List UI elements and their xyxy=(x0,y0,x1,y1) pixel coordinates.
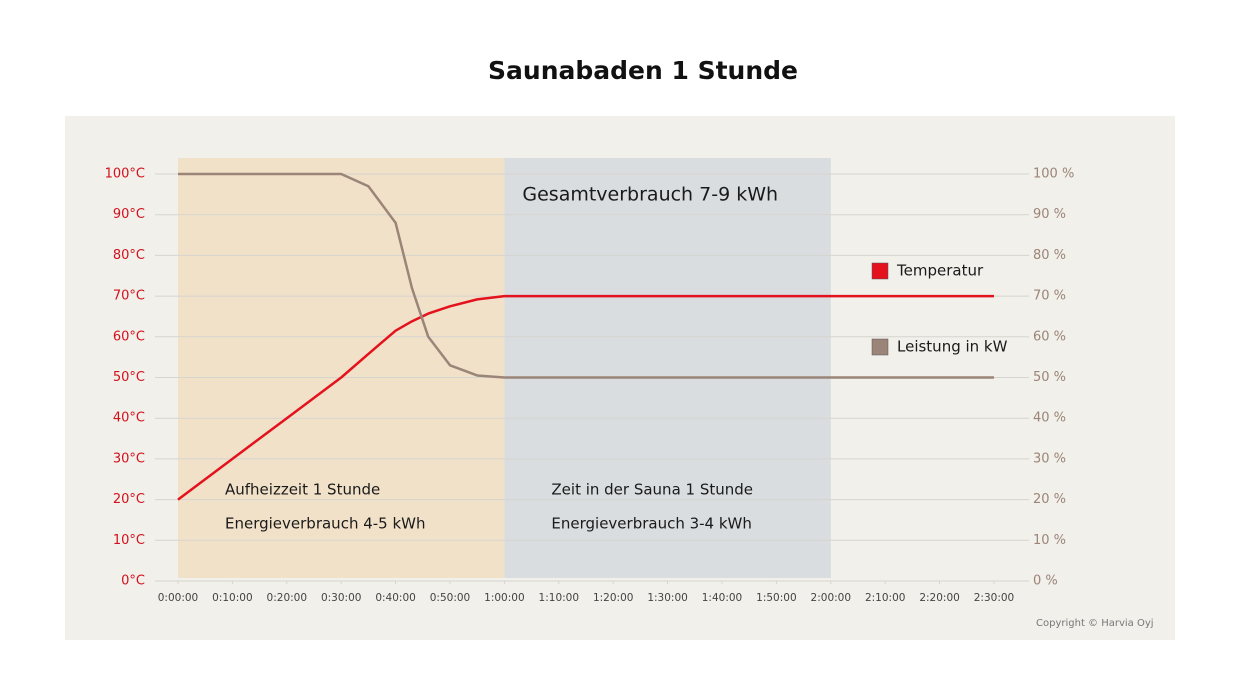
region-label: Aufheizzeit 1 Stunde xyxy=(225,481,380,499)
y2-tick-label: 30 % xyxy=(1033,451,1066,466)
y2-tick-label: 60 % xyxy=(1033,329,1066,344)
y-tick-label: 10°C xyxy=(113,533,145,548)
y-tick-label: 90°C xyxy=(113,207,145,222)
regions: Aufheizzeit 1 Stunde Energieverbrauch 4-5… xyxy=(178,158,831,578)
legend-swatch xyxy=(871,262,889,280)
y-tick-label: 30°C xyxy=(113,451,145,466)
copyright: Copyright © Harvia Oyj xyxy=(1036,618,1154,629)
y2-tick-label: 10 % xyxy=(1033,533,1066,548)
x-tick-label: 1:30:00 xyxy=(647,592,687,604)
y2-tick-label: 40 % xyxy=(1033,411,1066,426)
x-tick-label: 1:20:00 xyxy=(593,592,633,604)
time-region xyxy=(504,158,831,578)
region-label: Energieverbrauch 3-4 kWh xyxy=(551,515,752,533)
time-region xyxy=(178,158,505,578)
y-tick-label: 20°C xyxy=(113,492,145,507)
y-tick-label: 100°C xyxy=(105,167,145,182)
x-tick-label: 1:00:00 xyxy=(484,592,524,604)
y2-tick-label: 80 % xyxy=(1033,248,1066,263)
x-tick-label: 1:40:00 xyxy=(702,592,742,604)
x-tick-label: 0:40:00 xyxy=(375,592,415,604)
x-tick-label: 2:00:00 xyxy=(811,592,851,604)
y-tick-label: 60°C xyxy=(113,329,145,344)
x-tick-label: 0:00:00 xyxy=(158,592,198,604)
x-tick-label: 1:50:00 xyxy=(756,592,796,604)
legend-swatch xyxy=(871,338,889,356)
series-line xyxy=(178,172,994,379)
x-tick-label: 0:50:00 xyxy=(430,592,470,604)
y-tick-label: 80°C xyxy=(113,248,145,263)
region-label: Energieverbrauch 4-5 kWh xyxy=(225,515,426,533)
plot: Temperatur Leistung in kW xyxy=(177,172,1008,501)
y2-tick-label: 70 % xyxy=(1033,289,1066,304)
y2-tick-label: 90 % xyxy=(1033,207,1066,222)
x-tick-label: 0:20:00 xyxy=(267,592,307,604)
y-tick-label: 0°C xyxy=(121,574,145,589)
y-tick-label: 40°C xyxy=(113,411,145,426)
x-tick-label: 1:10:00 xyxy=(539,592,579,604)
x-tick-label: 0:30:00 xyxy=(321,592,361,604)
annotation: Gesamtverbrauch 7-9 kWh xyxy=(522,184,778,206)
x-tick-label: 2:10:00 xyxy=(865,592,905,604)
legend-label: Temperatur xyxy=(896,262,984,280)
y2-tick-label: 100 % xyxy=(1033,167,1074,182)
y-tick-label: 70°C xyxy=(113,289,145,304)
y2-tick-label: 50 % xyxy=(1033,370,1066,385)
series-line xyxy=(177,294,994,501)
legend-label: Leistung in kW xyxy=(897,338,1008,356)
x-tick-label: 2:20:00 xyxy=(919,592,959,604)
x-tick-label: 2:30:00 xyxy=(974,592,1014,604)
x-tick-label: 0:10:00 xyxy=(212,592,252,604)
y-tick-label: 50°C xyxy=(113,370,145,385)
y2-tick-label: 0 % xyxy=(1033,574,1058,589)
chart-title: Saunabaden 1 Stunde xyxy=(488,56,798,85)
region-label: Zeit in der Sauna 1 Stunde xyxy=(551,481,753,499)
y2-tick-label: 20 % xyxy=(1033,492,1066,507)
